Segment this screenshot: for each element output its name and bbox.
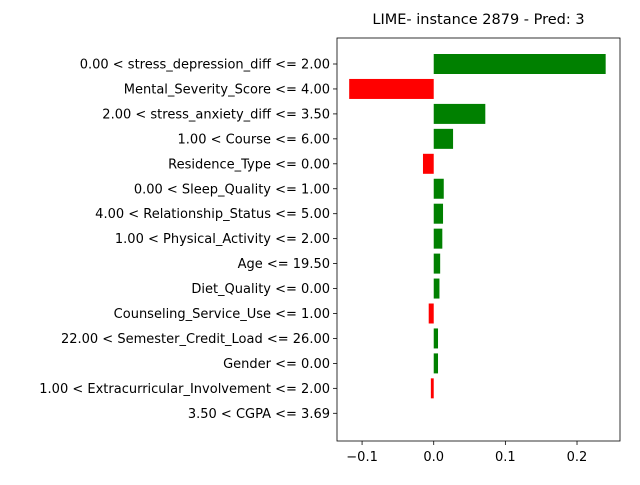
bar-0 <box>433 54 606 74</box>
y-tick-label: 1.00 < Course <= 6.00 <box>178 132 330 147</box>
x-tick-label: 0.0 <box>423 450 444 465</box>
y-tick-label: 0.00 < Sleep_Quality <= 1.00 <box>134 182 330 197</box>
y-tick-label: 2.00 < stress_anxiety_diff <= 3.50 <box>102 107 330 122</box>
bar-9 <box>433 278 440 299</box>
y-tick-label: 4.00 < Relationship_Status <= 5.00 <box>95 207 330 222</box>
y-tick-label: Residence_Type <= 0.00 <box>168 157 330 172</box>
y-tick-label: 1.00 < Extracurricular_Involvement <= 2.… <box>39 382 330 397</box>
y-tick-label: 0.00 < stress_depression_diff <= 2.00 <box>80 58 330 73</box>
y-tick-label: Mental_Severity_Score <= 4.00 <box>124 82 330 97</box>
y-tick-label: Age <= 19.50 <box>238 257 330 272</box>
x-tick-label: −0.1 <box>346 450 378 465</box>
bar-4 <box>422 153 434 174</box>
plot-frame <box>336 37 621 442</box>
bar-6 <box>433 203 444 224</box>
chart-title: LIME- instance 2879 - Pred: 3 <box>372 12 585 28</box>
y-tick-label: 22.00 < Semester_Credit_Load <= 26.00 <box>61 332 330 347</box>
y-tick-label: Gender <= 0.00 <box>223 357 330 372</box>
y-tick-label: Counseling_Service_Use <= 1.00 <box>114 307 330 322</box>
bar-11 <box>433 328 439 349</box>
bar-5 <box>433 178 444 199</box>
bar-8 <box>433 253 441 274</box>
bar-13 <box>430 378 434 399</box>
bar-3 <box>433 128 454 149</box>
y-tick-label: 1.00 < Physical_Activity <= 2.00 <box>115 232 330 247</box>
bar-1 <box>349 78 434 99</box>
bar-12 <box>433 353 439 374</box>
x-tick-label: 0.1 <box>495 450 516 465</box>
x-tick-label: 0.2 <box>567 450 588 465</box>
y-tick-label: 3.50 < CGPA <= 3.69 <box>188 407 330 422</box>
bar-7 <box>433 228 443 249</box>
bar-10 <box>428 303 434 324</box>
bar-2 <box>433 103 486 124</box>
y-tick-label: Diet_Quality <= 0.00 <box>191 282 330 297</box>
